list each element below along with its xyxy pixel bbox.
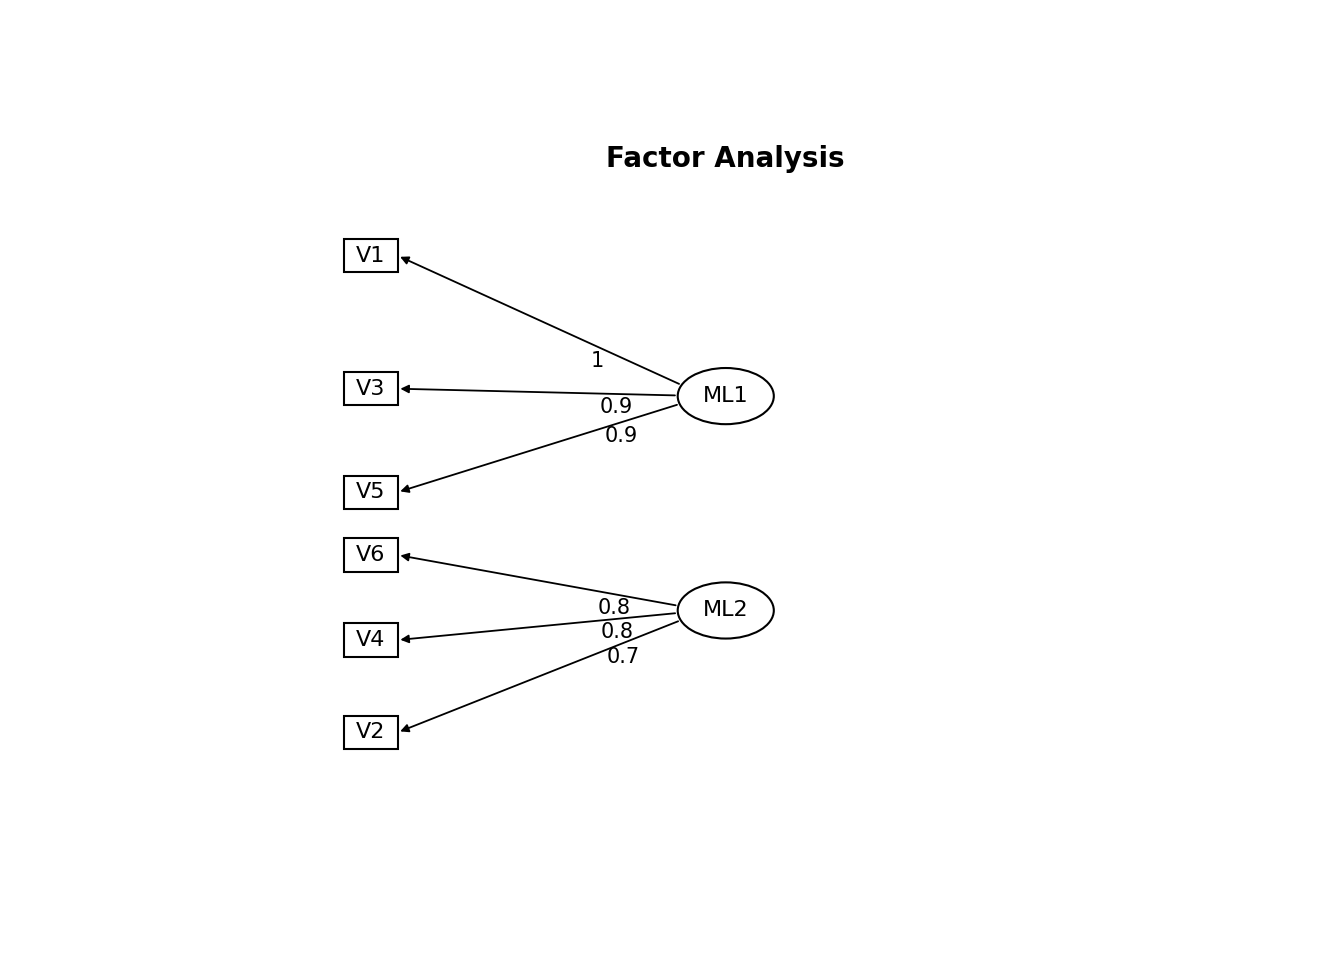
Text: 0.8: 0.8 xyxy=(598,598,630,617)
FancyBboxPatch shape xyxy=(344,539,398,571)
Text: V5: V5 xyxy=(356,482,386,502)
Text: 0.9: 0.9 xyxy=(599,397,633,418)
Text: 1: 1 xyxy=(590,351,603,372)
FancyBboxPatch shape xyxy=(344,475,398,509)
FancyBboxPatch shape xyxy=(344,372,398,405)
FancyBboxPatch shape xyxy=(344,623,398,657)
Text: Factor Analysis: Factor Analysis xyxy=(606,145,845,173)
Text: 0.9: 0.9 xyxy=(605,426,638,446)
Text: ML2: ML2 xyxy=(703,600,749,620)
Ellipse shape xyxy=(677,368,774,424)
Text: ML1: ML1 xyxy=(703,386,749,406)
FancyBboxPatch shape xyxy=(344,239,398,273)
FancyBboxPatch shape xyxy=(344,716,398,749)
Text: V4: V4 xyxy=(356,630,386,650)
Text: V6: V6 xyxy=(356,545,386,565)
Text: 0.7: 0.7 xyxy=(606,647,640,667)
Text: V2: V2 xyxy=(356,723,386,742)
Text: V1: V1 xyxy=(356,246,386,266)
Text: V3: V3 xyxy=(356,378,386,398)
Ellipse shape xyxy=(677,583,774,638)
Text: 0.8: 0.8 xyxy=(601,622,634,642)
